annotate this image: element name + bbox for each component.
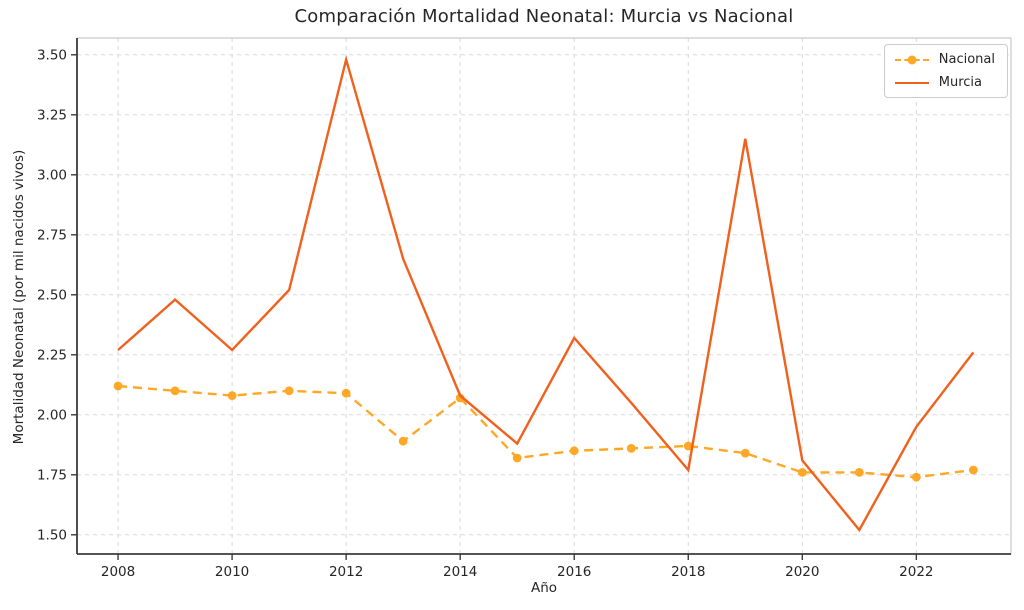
- y-tick-label: 3.00: [37, 167, 67, 183]
- series-nacional-marker: [968, 465, 978, 475]
- series-nacional-marker: [341, 388, 351, 398]
- legend-item-murcia: Murcia: [894, 75, 995, 90]
- axes-spines: [76, 37, 1012, 555]
- y-tick-label: 1.75: [37, 467, 67, 483]
- series-murcia: [117, 54, 975, 533]
- series-nacional-marker: [170, 386, 180, 396]
- series-nacional-marker: [512, 453, 522, 463]
- series-nacional-marker: [797, 468, 807, 477]
- x-axis-label: Año: [530, 580, 558, 596]
- y-tick-label: 2.00: [37, 407, 67, 423]
- series-nacional-marker: [740, 448, 750, 458]
- x-tick-label: 2008: [101, 564, 135, 580]
- series-nacional: [113, 381, 978, 482]
- y-tick-label: 3.25: [37, 107, 67, 123]
- legend-label-murcia: Murcia: [938, 75, 983, 90]
- series-nacional-line: [117, 384, 974, 479]
- series-nacional-marker: [854, 468, 864, 477]
- series-nacional-marker: [626, 444, 636, 453]
- series-nacional-marker: [113, 381, 123, 391]
- legend-item-nacional: Nacional: [894, 52, 995, 67]
- x-tick-label: 2018: [671, 564, 705, 580]
- series-nacional-marker: [455, 393, 465, 403]
- legend: Nacional Murcia: [883, 44, 1008, 98]
- gridlines: [77, 38, 1011, 554]
- x-tick-label: 2014: [443, 564, 477, 580]
- x-tick-label: 2010: [215, 564, 249, 580]
- series-nacional-marker: [284, 386, 294, 396]
- series-nacional-marker: [683, 441, 693, 451]
- series-nacional-marker: [911, 472, 921, 482]
- x-tick-label: 2022: [899, 564, 933, 580]
- y-tick-label: 3.50: [37, 47, 67, 63]
- series-nacional-marker: [569, 446, 579, 456]
- series-nacional-marker: [398, 436, 408, 446]
- y-axis-label: Mortalidad Neonatal (por mil nacidos viv…: [11, 149, 27, 445]
- axis-ticks-and-labels: 1.50 1.75 2.00 2.25 2.50 2.75 3.00 3.25 3.50 2008…: [37, 47, 934, 580]
- y-tick-label: 2.50: [37, 287, 67, 303]
- y-tick-label: 2.75: [37, 227, 67, 243]
- x-tick-label: 2016: [557, 564, 591, 580]
- y-tick-label: 1.50: [37, 527, 67, 543]
- series-nacional-marker: [227, 391, 237, 400]
- chart-title: Comparación Mortalidad Neonatal: Murcia …: [294, 6, 794, 27]
- x-tick-label: 2012: [329, 564, 363, 580]
- series-murcia-line: [117, 54, 975, 533]
- x-tick-label: 2020: [785, 564, 819, 580]
- y-tick-label: 2.25: [37, 347, 67, 363]
- legend-label-nacional: Nacional: [938, 52, 995, 67]
